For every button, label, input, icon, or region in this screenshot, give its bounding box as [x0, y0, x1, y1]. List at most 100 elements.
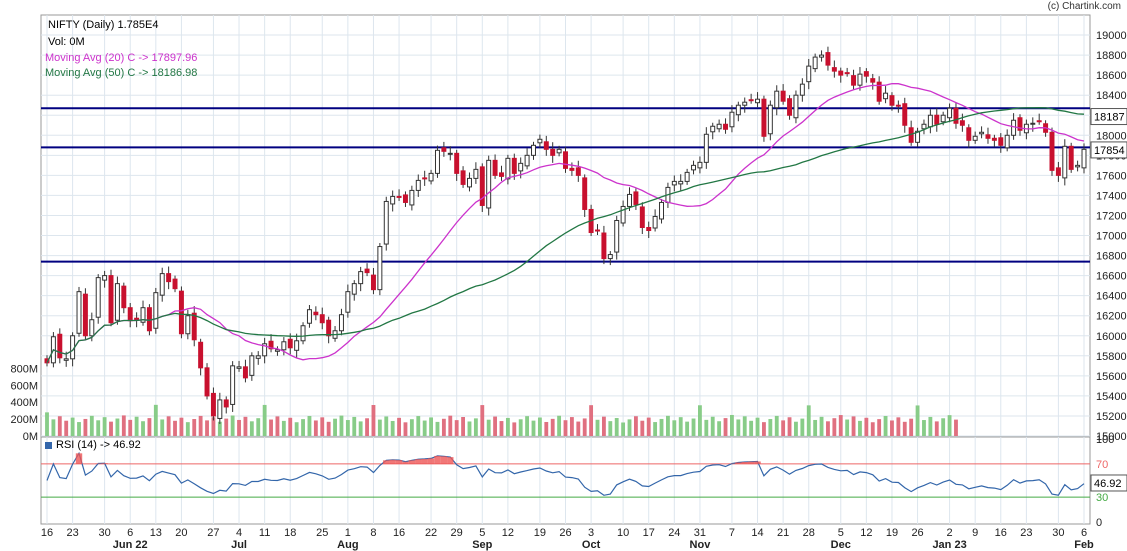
rsi-line: [46, 451, 1085, 496]
volume-bar: [569, 417, 574, 436]
moving-average-lines: [46, 82, 1085, 364]
candle-body: [1081, 148, 1087, 169]
price-marker-box: [1090, 141, 1127, 159]
volume-bar: [883, 415, 888, 436]
volume-bar: [77, 422, 81, 436]
volume-bar: [333, 418, 337, 436]
candle-body: [242, 366, 248, 379]
month-label: Oct: [582, 539, 601, 551]
rsi-tick-label: 30: [1096, 492, 1108, 504]
candle-body: [556, 148, 562, 154]
candle-body: [870, 78, 876, 83]
y-tick-label: 16200: [1096, 311, 1127, 323]
candle-body: [1004, 134, 1010, 149]
volume-bar: [102, 417, 107, 436]
volume-bar: [621, 422, 626, 436]
volume-bar: [147, 418, 152, 436]
candle-body: [1030, 122, 1036, 125]
candle-body: [236, 366, 242, 369]
volume-bar: [499, 421, 504, 436]
candle-body: [1049, 131, 1055, 171]
volume-bar: [954, 419, 958, 436]
candle-body: [319, 314, 325, 324]
candle-body: [1036, 120, 1042, 123]
candle-body: [716, 123, 722, 130]
candle-body: [146, 307, 152, 332]
x-tick-label: 9: [972, 527, 978, 539]
x-tick-label: 22: [425, 527, 437, 539]
candle-body: [153, 292, 159, 329]
candle-body: [761, 98, 767, 137]
volume-bar: [198, 415, 203, 436]
volume-bar: [870, 422, 875, 436]
volume-bar: [230, 415, 235, 436]
candle-body: [953, 107, 959, 124]
rsi-overbought-fill: [389, 459, 396, 464]
volume-bar: [409, 419, 414, 436]
x-tick-label: 31: [694, 527, 706, 539]
candle-body: [927, 114, 933, 128]
x-tick-label: 21: [777, 527, 789, 539]
volume-bar: [531, 420, 536, 436]
volume-bar: [922, 420, 926, 436]
volume-bar: [518, 419, 523, 436]
x-tick-label: 2: [947, 527, 953, 539]
volume-bar: [89, 415, 94, 436]
volume-bar: [115, 418, 120, 436]
candle-body: [844, 72, 850, 75]
x-tick-label: 5: [838, 527, 844, 539]
volume-bar: [755, 417, 760, 436]
rsi-tick-label: 100: [1096, 434, 1114, 446]
candle-body: [492, 159, 498, 176]
candle-body: [524, 154, 530, 167]
volume-bar: [461, 417, 466, 436]
candle-body: [460, 170, 466, 185]
candle-body: [633, 191, 639, 205]
candle-body: [95, 277, 101, 318]
rsi-overbought-fill: [741, 461, 748, 464]
x-tick-label: 7: [729, 527, 735, 539]
volume-bar: [153, 404, 158, 436]
volume-bar: [301, 419, 305, 436]
candle-body: [210, 392, 216, 417]
candle-body: [793, 94, 799, 119]
candle-body: [178, 290, 184, 335]
candle-body: [396, 195, 402, 198]
candle-body: [691, 164, 697, 171]
rsi-overbought-fill: [395, 460, 403, 464]
volume-bar: [608, 421, 613, 436]
x-tick-label: 14: [751, 527, 763, 539]
volume-bar: [51, 419, 56, 436]
volume-bar: [749, 420, 754, 436]
candle-body: [838, 70, 844, 76]
candle-body: [63, 358, 69, 361]
x-tick-label: 30: [98, 527, 110, 539]
candle-body: [1055, 167, 1061, 176]
rsi-overbought-fill: [747, 461, 755, 464]
y-tick-label: 15400: [1096, 391, 1127, 403]
candle-body: [767, 104, 773, 135]
x-tick-label: 26: [911, 527, 923, 539]
volume-bar: [947, 415, 952, 436]
month-label: Jul: [231, 539, 247, 551]
volume-bar: [928, 416, 933, 436]
volume-bar: [890, 420, 894, 436]
candle-body: [671, 180, 677, 186]
candle-body: [710, 125, 716, 133]
volume-bar: [448, 415, 453, 436]
volume-bar: [128, 419, 133, 436]
y-tick-label: 18000: [1096, 130, 1127, 142]
candle-body: [857, 73, 863, 86]
volume-bar: [730, 414, 734, 436]
volume-bar: [365, 418, 369, 436]
volume-bar: [934, 421, 939, 436]
rsi-legend: RSI (14) -> 46.92: [45, 439, 141, 451]
x-tick-label: 29: [451, 527, 463, 539]
volume-bar: [826, 421, 830, 436]
price-marker-box: [1090, 108, 1127, 126]
y-tick-label: 15600: [1096, 371, 1127, 383]
volume-bar: [326, 421, 331, 436]
volume-bar: [141, 421, 145, 436]
x-tick-label: 25: [316, 527, 328, 539]
volume-bar: [275, 416, 280, 436]
